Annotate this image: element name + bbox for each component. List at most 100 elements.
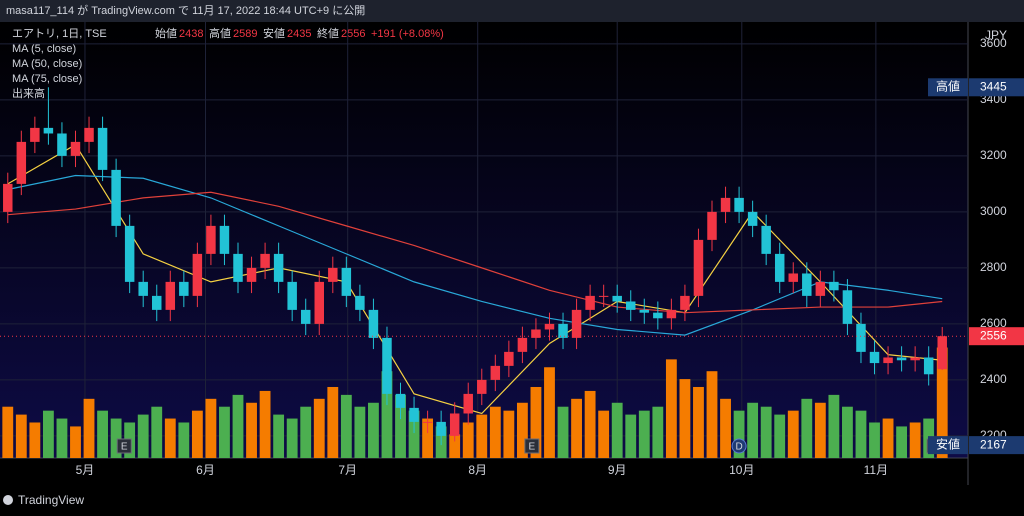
- candle-body: [626, 301, 636, 310]
- volume-bar: [327, 386, 339, 458]
- candle-body: [152, 295, 162, 310]
- ohlc-value: 2435: [287, 28, 311, 40]
- candle-body: [395, 393, 406, 408]
- candle-body: [165, 281, 176, 310]
- volume-bar: [110, 418, 122, 458]
- volume-bar: [246, 402, 257, 458]
- volume-bar: [869, 422, 880, 458]
- volume-bar: [665, 359, 677, 458]
- y-tick-label: 3000: [980, 204, 1007, 218]
- candle-body: [219, 225, 230, 254]
- candle-body: [720, 197, 731, 212]
- candle-body: [680, 295, 690, 310]
- event-marker: E: [116, 438, 132, 454]
- candle-body: [273, 253, 284, 282]
- candle-body: [490, 365, 501, 380]
- event-badge: [116, 438, 132, 454]
- candle-body: [761, 225, 771, 254]
- candle-body: [517, 337, 528, 352]
- volume-bar: [855, 410, 867, 458]
- candle-body: [97, 127, 108, 170]
- candle-body: [422, 421, 433, 423]
- ohlc-value: 2589: [233, 28, 257, 40]
- ohlc-label: 安値: [263, 26, 285, 40]
- candle-body: [57, 133, 67, 156]
- y-tick-label: 3200: [980, 148, 1007, 162]
- volume-bar: [652, 406, 664, 458]
- volume-bar: [842, 406, 853, 458]
- volume-bar: [205, 398, 217, 458]
- candle-body: [504, 351, 514, 366]
- volume-bar: [896, 426, 908, 458]
- candle-body: [300, 309, 311, 324]
- volume-bar: [489, 406, 501, 458]
- candle-body: [341, 267, 352, 296]
- candle-body: [368, 309, 379, 338]
- candle-body: [842, 290, 853, 324]
- volume-bar: [693, 386, 704, 458]
- volume-bar: [760, 406, 772, 458]
- volume-bar: [259, 390, 271, 458]
- volume-bar: [191, 410, 203, 458]
- candle-body: [653, 312, 663, 319]
- candle-body: [43, 127, 54, 134]
- volume-bar: [2, 406, 14, 458]
- volume-bar: [381, 371, 393, 458]
- price-marker-box: [969, 78, 1024, 97]
- event-marker: D: [731, 438, 747, 454]
- volume-bar: [422, 418, 434, 458]
- candle-body: [788, 273, 798, 282]
- candle-body: [856, 323, 866, 352]
- volume-bar: [787, 410, 799, 458]
- candle-body: [896, 357, 907, 361]
- candle-body: [571, 309, 582, 338]
- volume-bar: [936, 347, 948, 458]
- volume-bar: [300, 406, 312, 458]
- candle-body: [30, 127, 40, 142]
- volume-bar: [354, 406, 366, 458]
- candle-body: [124, 225, 135, 282]
- ma-line: [7, 191, 943, 314]
- price-marker-box: [969, 436, 1024, 455]
- candle-body: [16, 141, 27, 184]
- x-tick-label: 10月: [729, 463, 754, 477]
- volume-bar: [733, 410, 745, 458]
- volume-bar: [503, 410, 515, 458]
- price-marker-value: 3445: [980, 79, 1007, 93]
- x-tick-label: 11月: [864, 463, 888, 477]
- candle-body: [355, 295, 365, 310]
- volume-bar: [638, 410, 650, 458]
- ohlc-label: 始値: [155, 26, 177, 40]
- event-badge: [731, 438, 747, 454]
- x-tick-label: 5月: [76, 463, 95, 477]
- candle-body: [910, 357, 920, 361]
- volume-bar: [828, 394, 840, 458]
- price-marker-value: 2167: [980, 437, 1007, 451]
- candle-body: [287, 281, 297, 310]
- price-marker-label: 高値: [936, 78, 960, 93]
- candle-body: [734, 197, 744, 212]
- volume-bar: [801, 398, 813, 458]
- volume-bar: [584, 390, 596, 458]
- event-marker: E: [524, 438, 540, 454]
- chart-title: エアトリ, 1日, TSE: [12, 28, 107, 40]
- candle-body: [233, 253, 243, 282]
- volume-bar: [286, 418, 298, 458]
- candle-body: [558, 323, 568, 338]
- candle-body: [693, 239, 704, 296]
- change: +191 (+8.08%): [371, 28, 444, 40]
- volume-bar: [368, 402, 379, 458]
- legend-entry: 出来高: [12, 86, 45, 100]
- candle-body: [3, 183, 13, 212]
- ohlc-value: 2438: [179, 28, 203, 40]
- candle-body: [138, 281, 148, 296]
- candle-body: [436, 421, 446, 436]
- event-label: E: [529, 442, 536, 453]
- footer: TradingView: [18, 493, 84, 507]
- ohlc-value: 2556: [341, 28, 365, 40]
- candle-body: [883, 357, 893, 364]
- candle-body: [585, 295, 595, 310]
- volume-bar: [219, 406, 230, 458]
- price-marker-tag: [928, 436, 968, 455]
- candle-body: [937, 336, 947, 370]
